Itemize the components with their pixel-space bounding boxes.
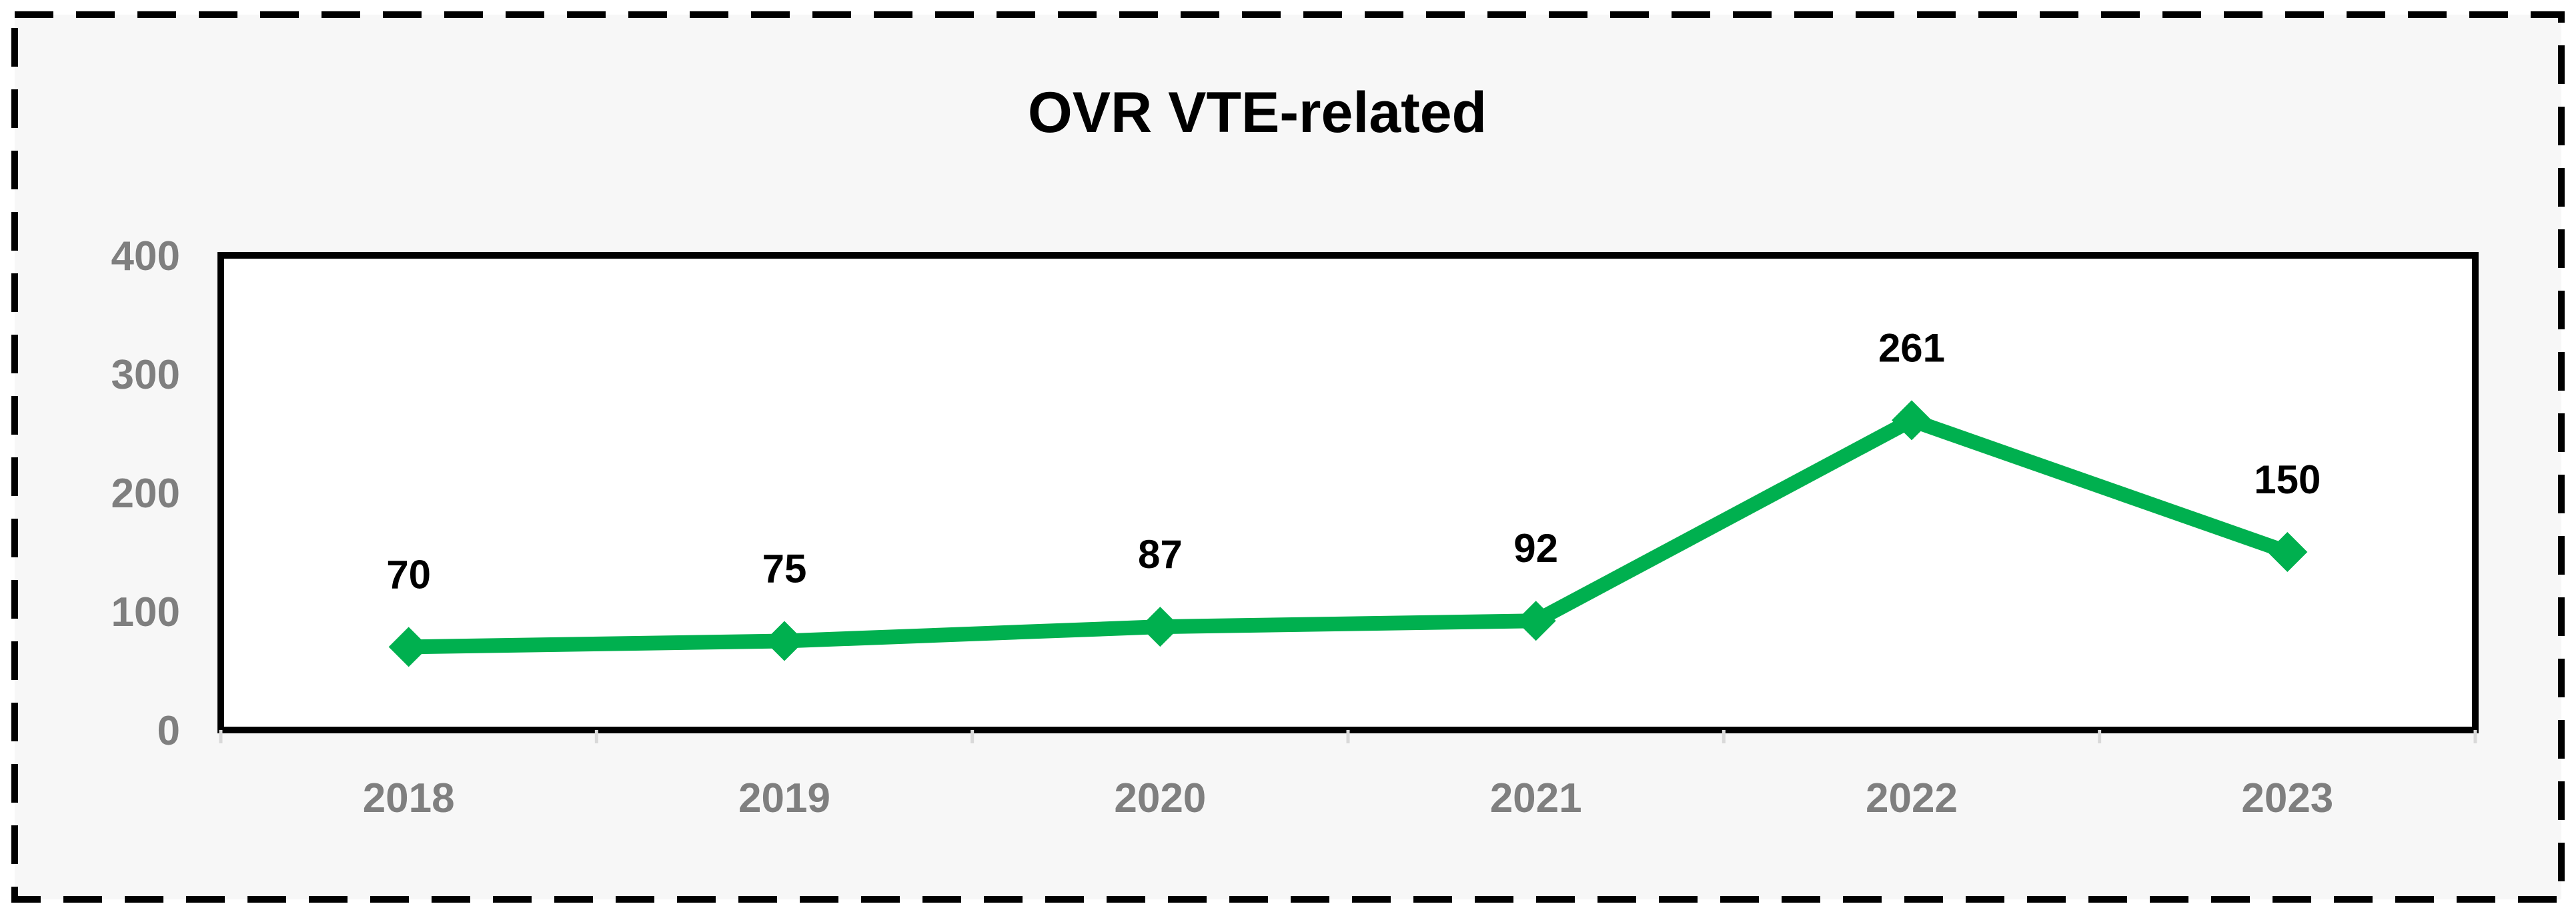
- series-line: [401, 413, 2295, 655]
- y-axis: 0 100 200 300 400: [111, 233, 180, 754]
- x-tick-label: 2018: [363, 775, 455, 821]
- y-tick-label: 400: [111, 233, 180, 279]
- data-point-marker: [2267, 532, 2308, 572]
- data-label: 70: [386, 552, 431, 597]
- data-label: 87: [1138, 532, 1183, 577]
- data-point-marker: [1140, 607, 1181, 647]
- x-tick-label: 2019: [738, 775, 830, 821]
- series-layer: [388, 400, 2308, 667]
- x-axis: 2018 2019 2020 2021 2022 2023: [219, 730, 2477, 821]
- data-label: 150: [2254, 457, 2321, 502]
- data-point-marker: [764, 621, 804, 661]
- x-tick-label: 2022: [1866, 775, 1958, 821]
- y-tick-label: 300: [111, 352, 180, 398]
- data-point-marker: [388, 627, 429, 667]
- data-point-marker: [1892, 400, 1932, 441]
- x-tick-label: 2020: [1114, 775, 1206, 821]
- data-label: 75: [762, 547, 807, 591]
- data-label-layer: 70 75 87 92 261 150: [386, 325, 2321, 597]
- y-tick-label: 200: [111, 471, 180, 517]
- data-label: 92: [1513, 526, 1558, 571]
- x-tick-label: 2023: [2241, 775, 2333, 821]
- y-tick-label: 100: [111, 589, 180, 635]
- x-tick-label: 2021: [1490, 775, 1582, 821]
- chart-title: OVR VTE-related: [1028, 81, 1487, 145]
- data-point-marker: [1515, 601, 1556, 641]
- y-tick-label: 0: [157, 708, 180, 754]
- data-label: 261: [1878, 325, 1945, 370]
